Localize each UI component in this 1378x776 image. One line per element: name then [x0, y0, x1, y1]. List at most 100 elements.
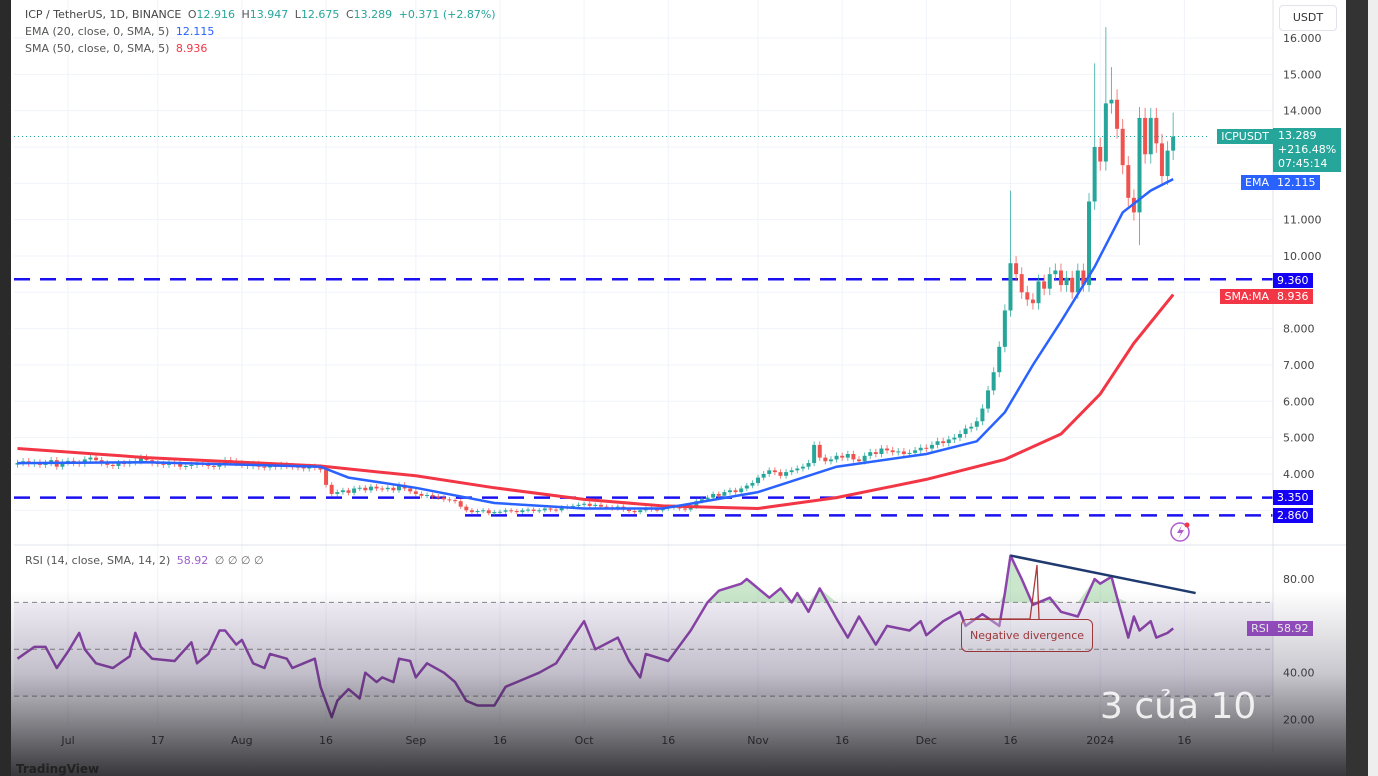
- candles: [15, 27, 1176, 516]
- candle-body: [851, 453, 856, 460]
- candle-body: [88, 457, 93, 460]
- ema-tag-value: 12.115: [1273, 175, 1320, 190]
- candle-body: [699, 499, 704, 502]
- sma-line: [17, 293, 1175, 511]
- candle-body: [655, 509, 660, 511]
- candle-body: [509, 510, 514, 512]
- rsi-tag-label: RSI: [1247, 621, 1273, 636]
- candle-body: [862, 455, 867, 462]
- candle-body: [391, 487, 396, 491]
- rsi-axis[interactable]: 80.00 40.00 20.00: [1283, 573, 1315, 727]
- candle-body: [408, 488, 413, 492]
- sma-legend[interactable]: SMA (50, close, 0, SMA, 5) 8.936: [25, 42, 210, 55]
- candle-body: [340, 490, 345, 493]
- candle-body: [324, 469, 329, 485]
- chart-canvas[interactable]: 16.000 15.000 14.000 11.000 10.000 8.000 7.000…: [0, 0, 1346, 776]
- rsi-legend-extra: ∅ ∅ ∅ ∅: [214, 554, 264, 567]
- candle-body: [997, 346, 1002, 373]
- ema-legend-title: EMA (20, close, 0, SMA, 5): [25, 25, 170, 38]
- ema-line: [17, 177, 1174, 510]
- time-tick-label: 16: [1003, 734, 1017, 747]
- level-tag-2860: 2.860: [1273, 508, 1313, 523]
- grid: [14, 0, 1273, 725]
- time-axis[interactable]: Jul 17 Aug 16 Sep 16 Oct 16 Nov 16 Dec 16 2024 16: [60, 734, 1191, 747]
- candle-body: [778, 472, 783, 476]
- candle-body: [800, 466, 805, 469]
- candle-body: [716, 493, 721, 496]
- change-value: +0.371 (+2.87%): [398, 8, 496, 21]
- candle-body: [1126, 165, 1131, 198]
- time-tick-label: 17: [151, 734, 165, 747]
- candle-body: [969, 426, 974, 429]
- candle-body: [772, 470, 777, 473]
- candle-body: [1081, 270, 1086, 286]
- candle-body: [840, 455, 845, 458]
- candle-body: [767, 470, 772, 474]
- horizontal-levels: [14, 277, 1273, 517]
- candle-body: [1137, 117, 1142, 213]
- rsi-legend[interactable]: RSI (14, close, SMA, 14, 2) 58.92 ∅ ∅ ∅ …: [25, 554, 267, 567]
- candle-body: [1103, 103, 1108, 162]
- candle-body: [49, 460, 54, 464]
- total-change: +216.48%: [1278, 143, 1337, 156]
- candle-body: [733, 490, 738, 493]
- negative-divergence-annotation[interactable]: Negative divergence: [961, 619, 1093, 652]
- candle-body: [346, 490, 351, 493]
- candle-body: [559, 507, 564, 511]
- candle-body: [1025, 292, 1030, 300]
- candle-body: [419, 493, 424, 496]
- rsi-legend-title: RSI (14, close, SMA, 14, 2): [25, 554, 171, 567]
- rsi-tick-label: 20.00: [1283, 714, 1315, 727]
- candle-body: [217, 464, 222, 467]
- candle-body: [542, 508, 547, 511]
- candle-body: [901, 451, 906, 454]
- time-tick-label: Dec: [916, 734, 937, 747]
- candle-body: [1047, 274, 1052, 289]
- candle-body: [458, 501, 463, 507]
- rsi-divergence-trendline[interactable]: [1010, 554, 1196, 595]
- candle-body: [464, 506, 469, 511]
- candle-body: [425, 495, 430, 497]
- candle-body: [374, 486, 379, 489]
- price-tick-label: 6.000: [1283, 395, 1315, 408]
- candle-body: [834, 455, 839, 460]
- candle-body: [481, 510, 486, 512]
- candle-body: [845, 453, 850, 458]
- candle-body: [604, 506, 609, 508]
- candle-body: [1148, 117, 1153, 155]
- candle-body: [1058, 270, 1063, 286]
- candle-body: [744, 485, 749, 489]
- rsi-tick-label: 40.00: [1283, 667, 1315, 680]
- alert-lightning-icon[interactable]: [1170, 522, 1190, 542]
- ema-legend[interactable]: EMA (20, close, 0, SMA, 5) 12.115: [25, 25, 217, 38]
- candle-body: [178, 463, 183, 467]
- last-price: 13.289: [1278, 129, 1317, 142]
- candle-body: [957, 433, 962, 438]
- rsi-tag-value: 58.92: [1273, 621, 1313, 636]
- candle-body: [582, 503, 587, 505]
- candle-body: [980, 408, 985, 422]
- candle-body: [1171, 136, 1176, 151]
- candle-body: [548, 508, 553, 510]
- currency-button[interactable]: USDT: [1279, 5, 1337, 31]
- candle-body: [739, 488, 744, 493]
- candle-body: [189, 464, 194, 466]
- candle-body: [828, 459, 833, 462]
- candle-body: [986, 390, 991, 409]
- time-tick-label: Oct: [575, 734, 595, 747]
- candle-body: [436, 496, 441, 498]
- time-tick-label: Jul: [60, 734, 74, 747]
- candle-body: [514, 511, 519, 513]
- candle-body: [385, 487, 390, 490]
- symbol-legend[interactable]: ICP / TetherUS, 1D, BINANCE O12.916 H13.…: [25, 8, 499, 21]
- candle-body: [486, 510, 491, 514]
- price-axis[interactable]: 16.000 15.000 14.000 11.000 10.000 8.000 7.000…: [1283, 32, 1322, 481]
- candle-body: [929, 444, 934, 449]
- price-tick-label: 5.000: [1283, 432, 1315, 445]
- candle-body: [587, 503, 592, 506]
- candle-body: [868, 452, 873, 456]
- candle-body: [789, 470, 794, 473]
- candle-body: [441, 497, 446, 500]
- candle-body: [570, 505, 575, 507]
- candle-body: [593, 504, 598, 506]
